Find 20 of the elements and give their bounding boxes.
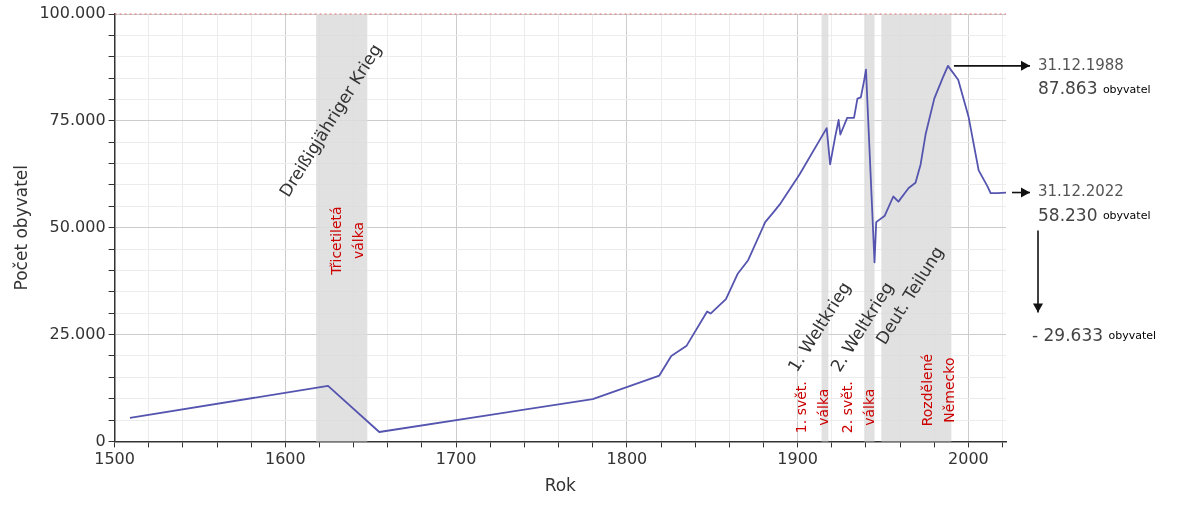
x-tick-label: 1800 bbox=[606, 449, 648, 469]
x-axis-title: Rok bbox=[544, 475, 577, 496]
text: - 29.633 obyvatel bbox=[1032, 324, 1157, 345]
y-tick-label: 50.000 bbox=[49, 216, 106, 236]
annotation: 31.12.2022 58.230 obyvatel bbox=[1038, 182, 1151, 225]
y-tick-label: 100.000 bbox=[39, 3, 106, 23]
y-tick-label: 75.000 bbox=[49, 110, 106, 130]
x-tick-label: 1900 bbox=[777, 449, 819, 469]
y-tick-label: 25.000 bbox=[49, 323, 106, 343]
x-tick-label: 2000 bbox=[948, 449, 989, 469]
annotation: Třicetiletá válka bbox=[328, 206, 367, 276]
y-axis-title: Počet obyvatel bbox=[10, 164, 31, 291]
annotation: Rozdělené Německo bbox=[918, 353, 957, 427]
x-tick-label: 1700 bbox=[435, 449, 477, 469]
annotation: 31.12.1988 87.863 obyvatel bbox=[1038, 55, 1151, 99]
x-tick-label: 1500 bbox=[94, 449, 135, 469]
y-tick-label: 0 bbox=[95, 430, 106, 450]
annotation: 2. svět. válka bbox=[839, 381, 878, 434]
annotation: 1. svět. válka bbox=[792, 381, 831, 434]
x-tick-label: 1600 bbox=[264, 449, 306, 469]
